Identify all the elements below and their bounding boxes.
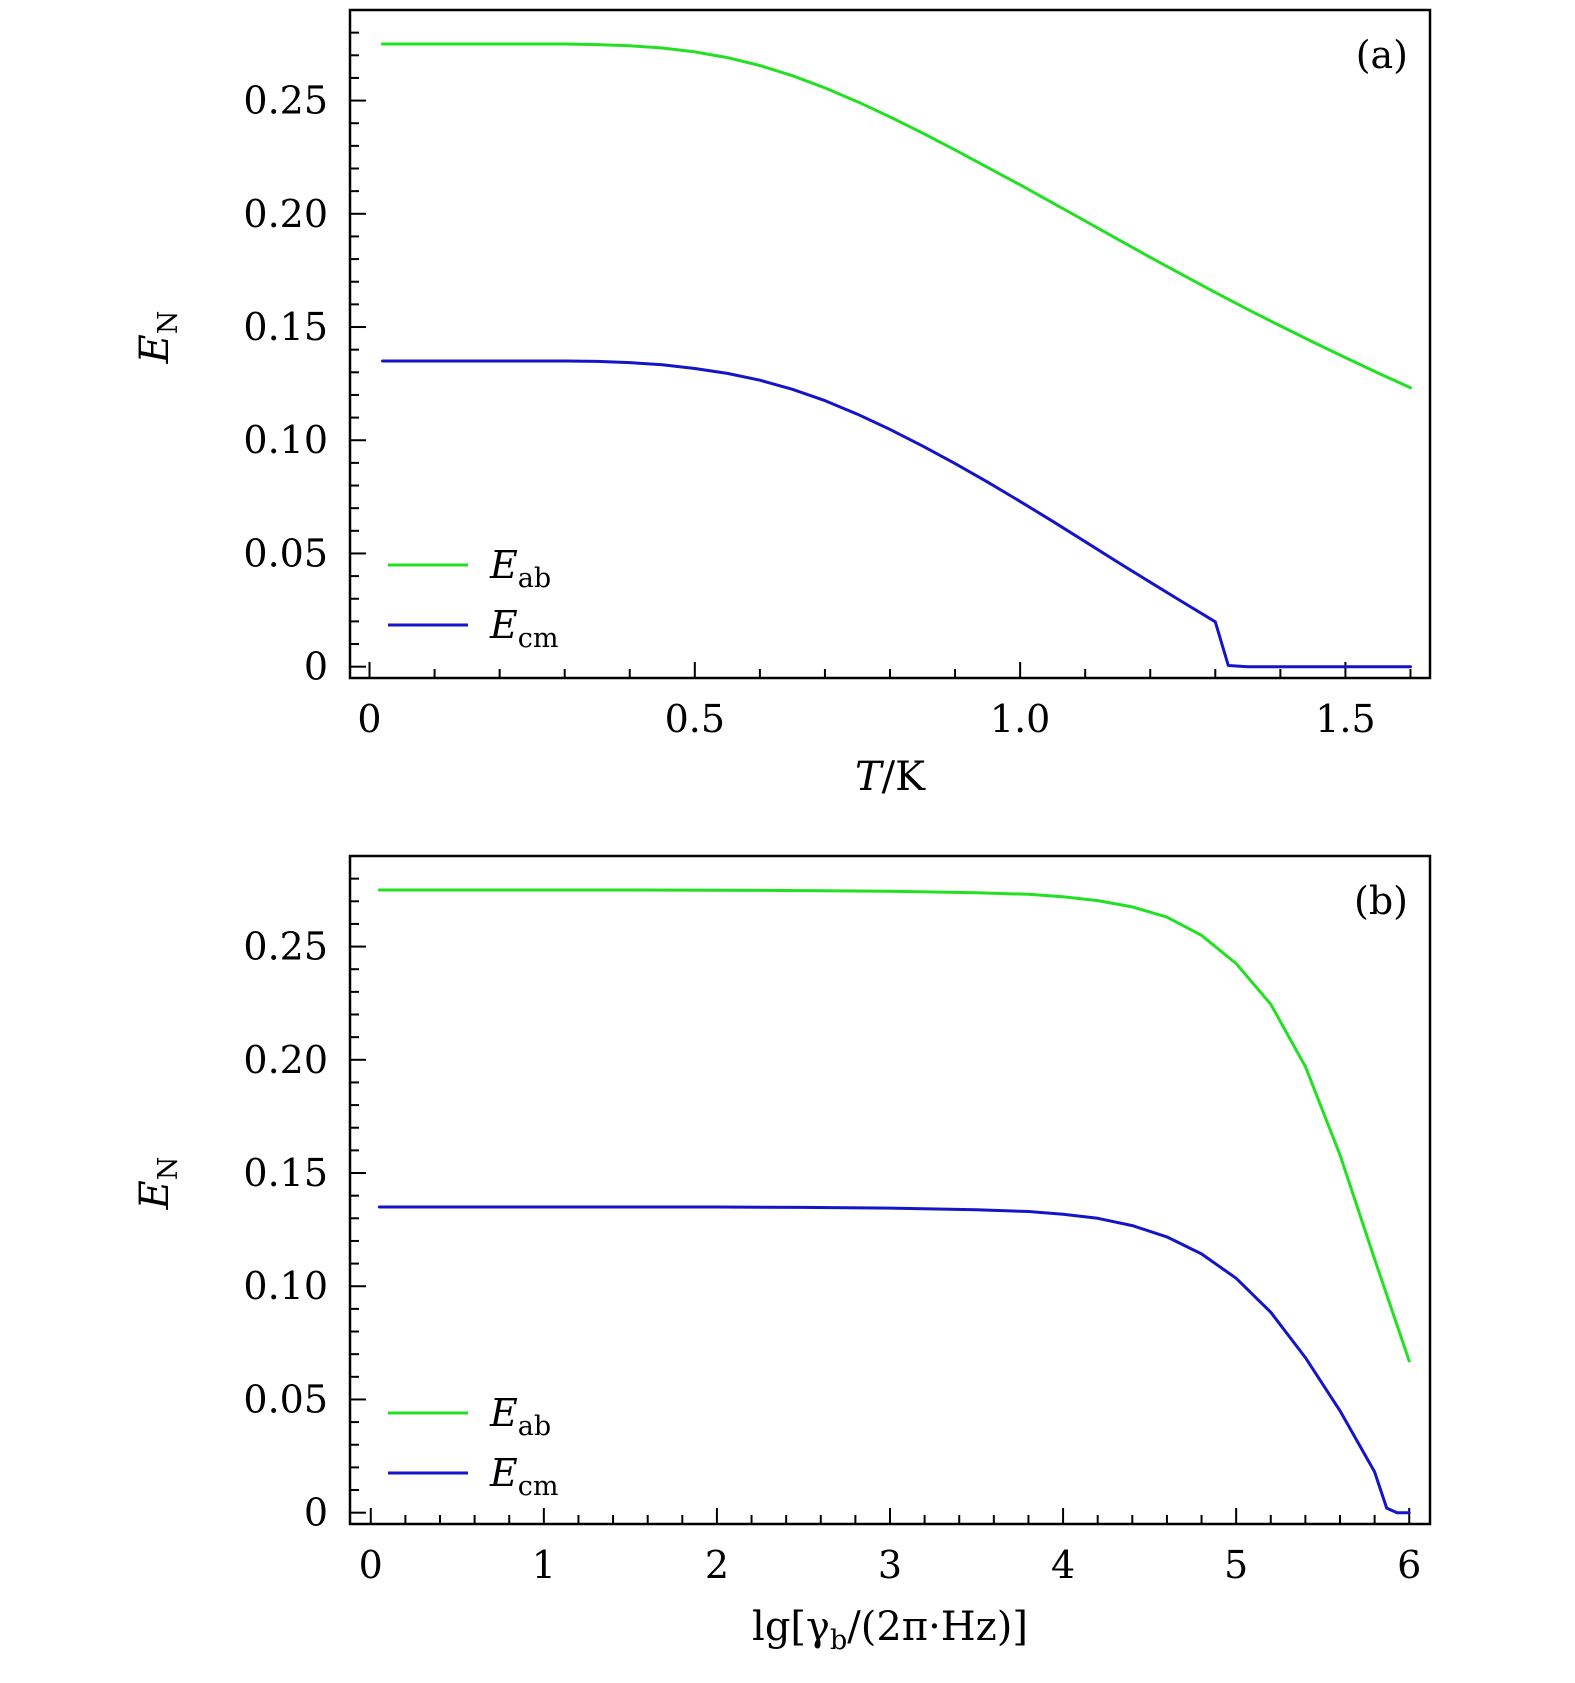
legend-label: Eab (489, 1391, 551, 1442)
x-axis-title: T/K (855, 754, 926, 800)
x-tick-label: 0 (359, 1543, 383, 1587)
legend-label: Ecm (489, 603, 558, 654)
y-axis-title: EN (132, 1157, 184, 1211)
y-tick-label: 0.05 (243, 1377, 328, 1421)
series-line-e-ab (377, 888, 1411, 1363)
y-tick-label: 0.05 (243, 531, 328, 575)
legend-label: Ecm (489, 1451, 558, 1502)
series-line-e-ab (381, 42, 1412, 390)
y-tick-label: 0.10 (243, 1264, 328, 1308)
x-tick-label: 0.5 (665, 697, 725, 741)
x-tick-label: 1.0 (990, 697, 1050, 741)
y-tick-label: 0.25 (243, 925, 328, 969)
x-tick-label: 5 (1224, 1543, 1248, 1587)
legend-label: Eab (489, 543, 551, 594)
x-tick-label: 3 (878, 1543, 902, 1587)
panel-a-chart: 0 0.5 1.0 1.5 0 0.05 0.10 0.15 0.20 0.25 (a) T/K EN E… (132, 8, 1432, 800)
x-tick-label: 0 (357, 697, 381, 741)
x-tick-label: 6 (1397, 1543, 1421, 1587)
x-axis-title: lg[γb/(2π·Hz)] (752, 1604, 1028, 1656)
y-tick-label: 0.10 (243, 418, 328, 462)
x-tick-label: 1 (532, 1543, 556, 1587)
y-tick-label: 0.15 (243, 305, 328, 349)
y-axis-title: EN (132, 311, 184, 365)
y-tick-label: 0 (304, 1491, 328, 1535)
y-tick-label: 0.20 (243, 192, 328, 236)
y-tick-label: 0.25 (243, 79, 328, 123)
y-tick-label: 0 (304, 645, 328, 689)
x-tick-label: 1.5 (1315, 697, 1375, 741)
panel-label: (a) (1356, 33, 1408, 77)
y-tick-label: 0.15 (243, 1151, 328, 1195)
panel-b-chart: 0 1 2 3 4 5 6 0 0.05 0.10 0.15 0.20 0.25 (b) lg[γb/(2π… (132, 854, 1432, 1656)
series-line-e-cm (381, 359, 1412, 669)
series-line-e-cm (377, 1205, 1411, 1515)
y-tick-label: 0.20 (243, 1038, 328, 1082)
x-tick-label: 2 (705, 1543, 729, 1587)
panel-label: (b) (1354, 879, 1408, 923)
x-tick-label: 4 (1051, 1543, 1075, 1587)
